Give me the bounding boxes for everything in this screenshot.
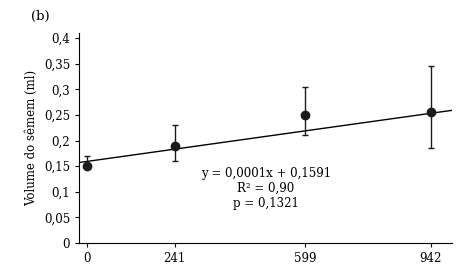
- Text: y = 0,0001x + 0,1591
R² = 0,90
p = 0,1321: y = 0,0001x + 0,1591 R² = 0,90 p = 0,132…: [200, 167, 331, 210]
- Text: (b): (b): [31, 10, 49, 23]
- Y-axis label: Volume do sêmem (ml): Volume do sêmem (ml): [25, 70, 38, 206]
